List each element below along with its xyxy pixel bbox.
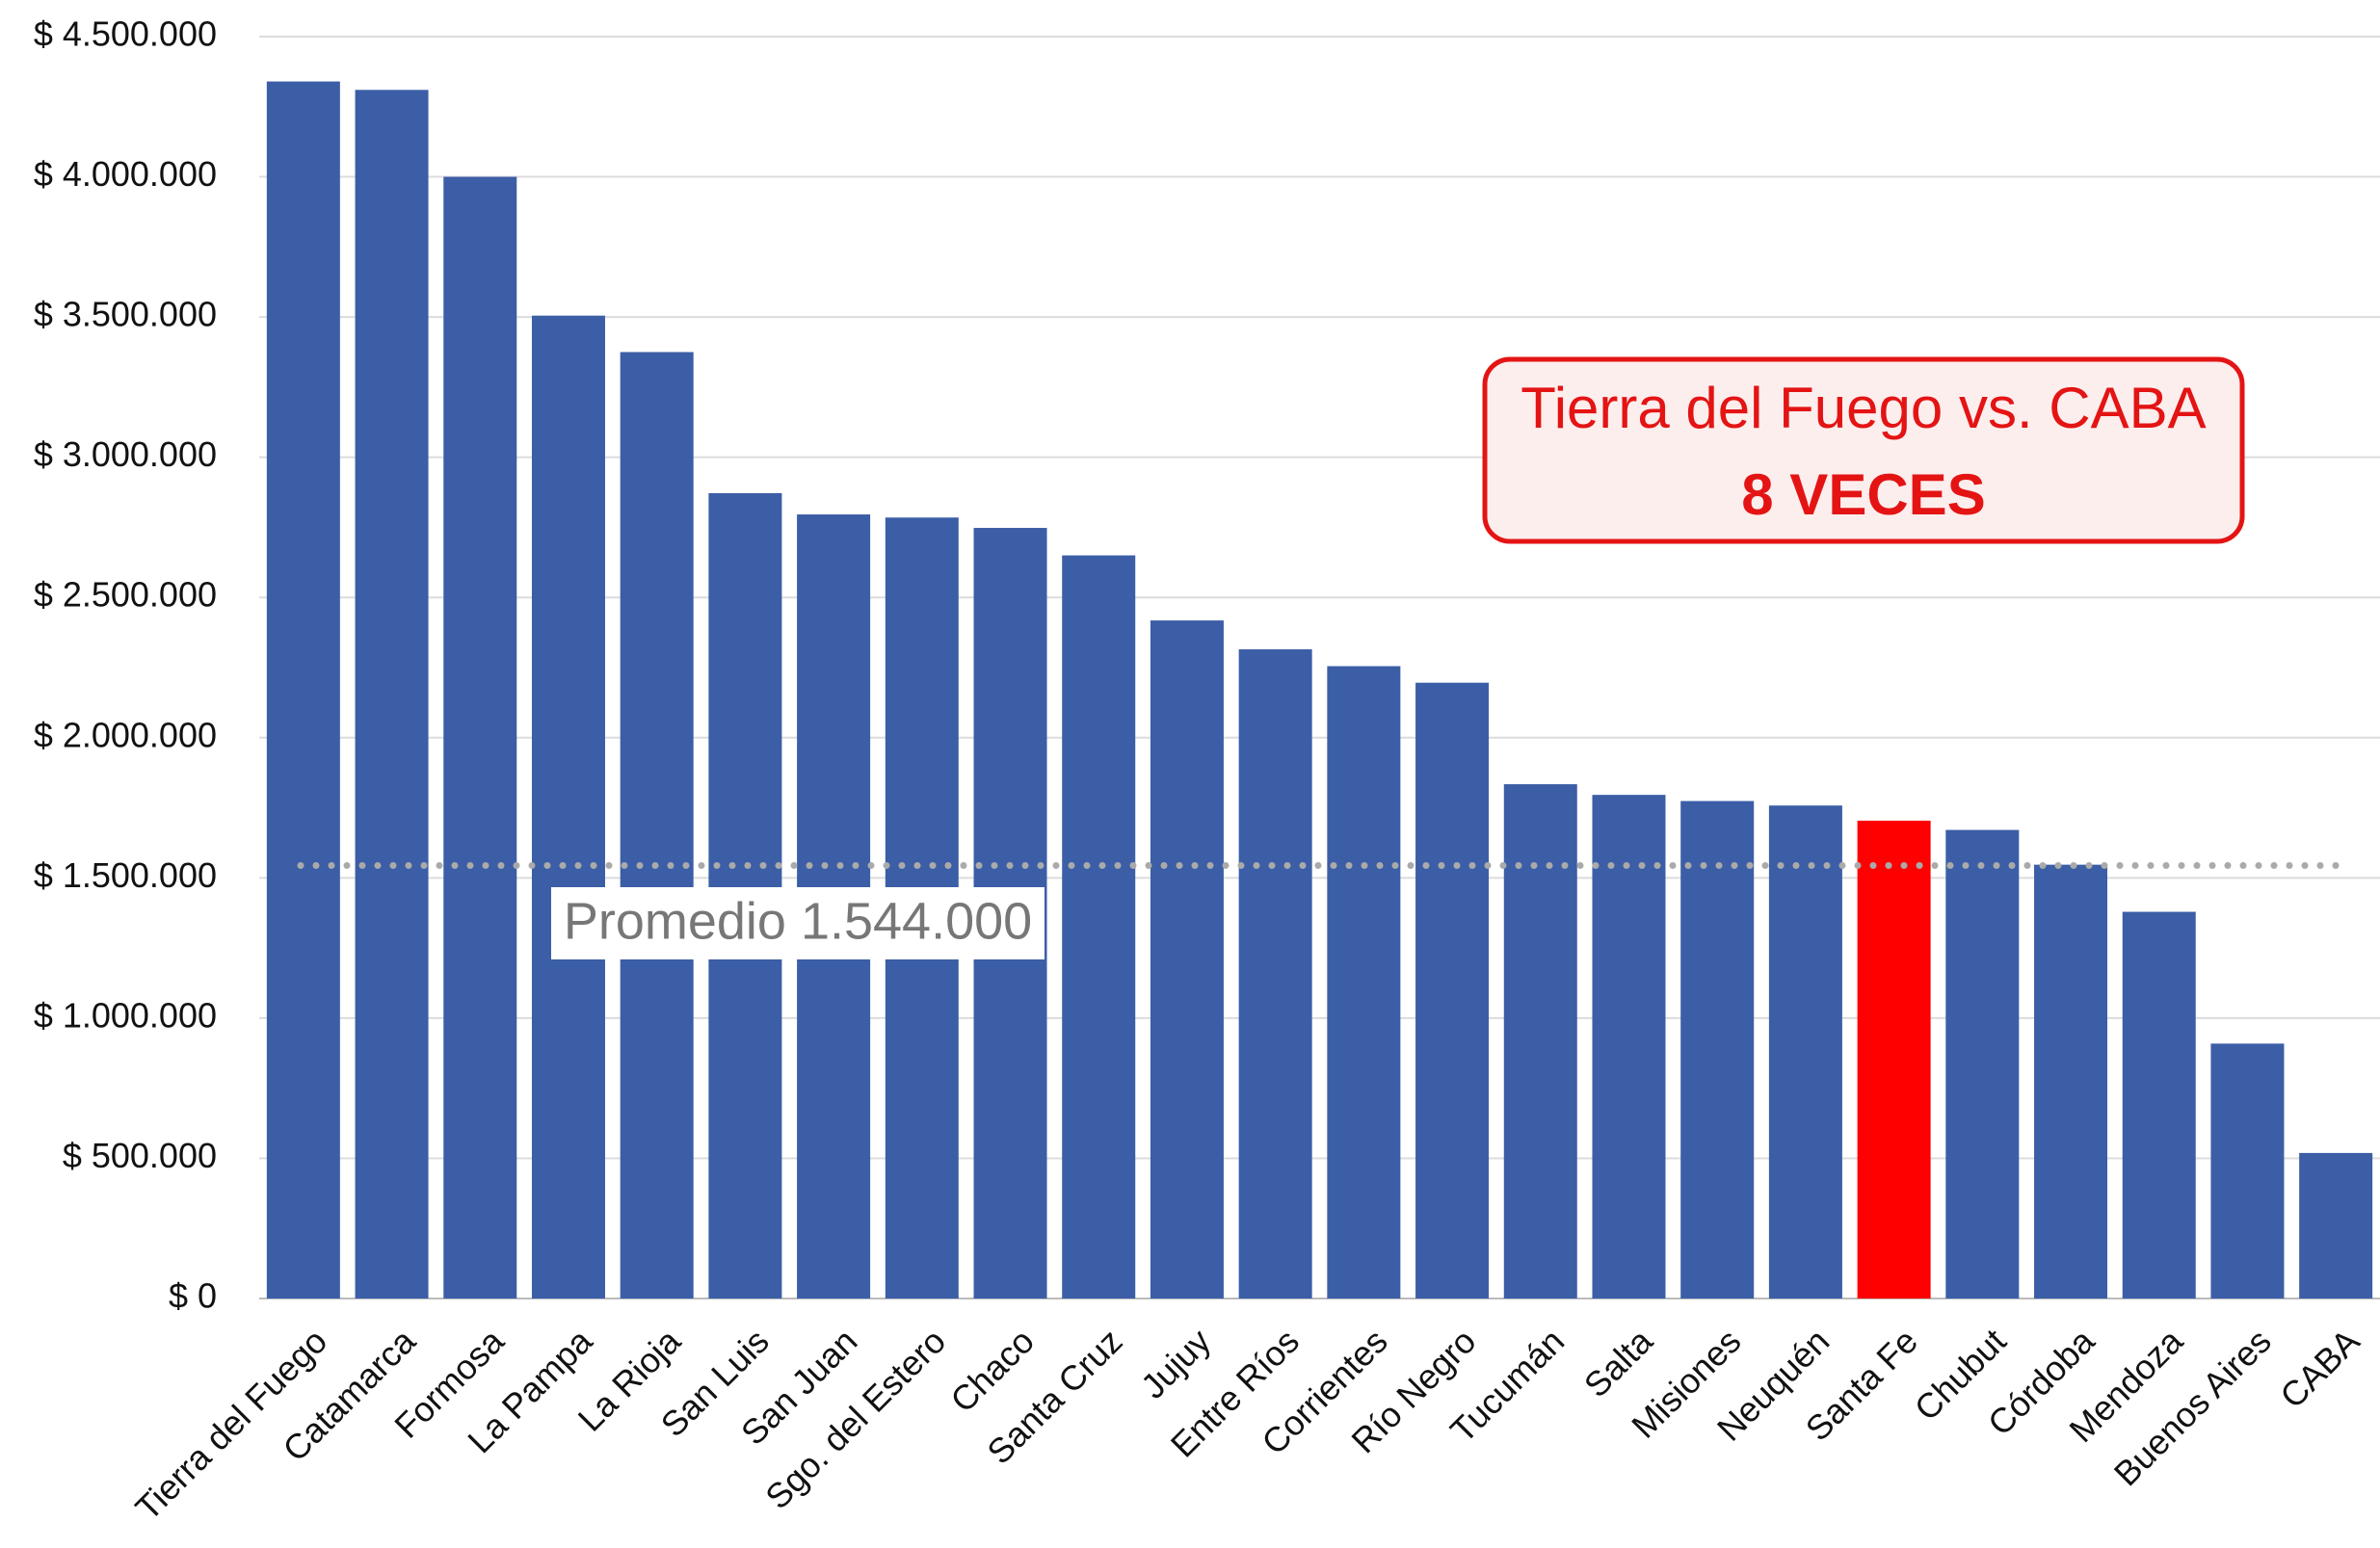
bar	[266, 81, 340, 1299]
y-tick-label: $ 1.500.000	[34, 855, 217, 895]
bar	[1945, 829, 2020, 1299]
y-tick-label: $ 2.000.000	[34, 715, 217, 754]
bar	[1150, 620, 1224, 1299]
bar	[531, 315, 605, 1299]
bar	[2122, 911, 2196, 1299]
y-tick-label: $ 500.000	[63, 1136, 217, 1175]
bar	[1415, 682, 1490, 1299]
bar	[1857, 820, 1931, 1299]
annotation-line: Tierra del Fuego vs. CABA	[1521, 376, 2206, 440]
bar	[1238, 649, 1312, 1299]
bar	[355, 90, 429, 1299]
bar	[2034, 864, 2108, 1299]
grid: $ 0 $ 500.000 $ 1.000.000 $ 1.500.000 $ 2.00…	[34, 14, 2380, 1316]
average-label: Promedio 1.544.000	[564, 892, 1032, 950]
bar	[443, 176, 517, 1299]
y-tick-label: $ 2.500.000	[34, 575, 217, 615]
y-tick-label: $ 0	[169, 1276, 217, 1316]
bar	[2299, 1152, 2373, 1299]
x-tick-label: Buenos Aires	[2106, 1321, 2279, 1493]
y-tick-label: $ 4.500.000	[34, 14, 217, 54]
x-tick-label: CABA	[2272, 1321, 2367, 1415]
annotation-box	[1482, 356, 2245, 544]
bar	[1768, 805, 1842, 1299]
bar	[620, 352, 694, 1299]
y-tick-label: $ 4.000.000	[34, 154, 217, 194]
y-tick-label: $ 3.500.000	[34, 295, 217, 334]
annotation-line: 8 VECES	[1741, 462, 1985, 527]
bar	[1327, 666, 1401, 1299]
average-label-box	[551, 887, 1045, 959]
y-tick-label: $ 1.000.000	[34, 995, 217, 1035]
y-tick-label: $ 3.000.000	[34, 434, 217, 474]
bar	[1680, 800, 1755, 1299]
bar	[1503, 784, 1577, 1299]
bar	[2210, 1043, 2285, 1299]
bar	[1062, 555, 1136, 1299]
bar	[1592, 795, 1666, 1299]
